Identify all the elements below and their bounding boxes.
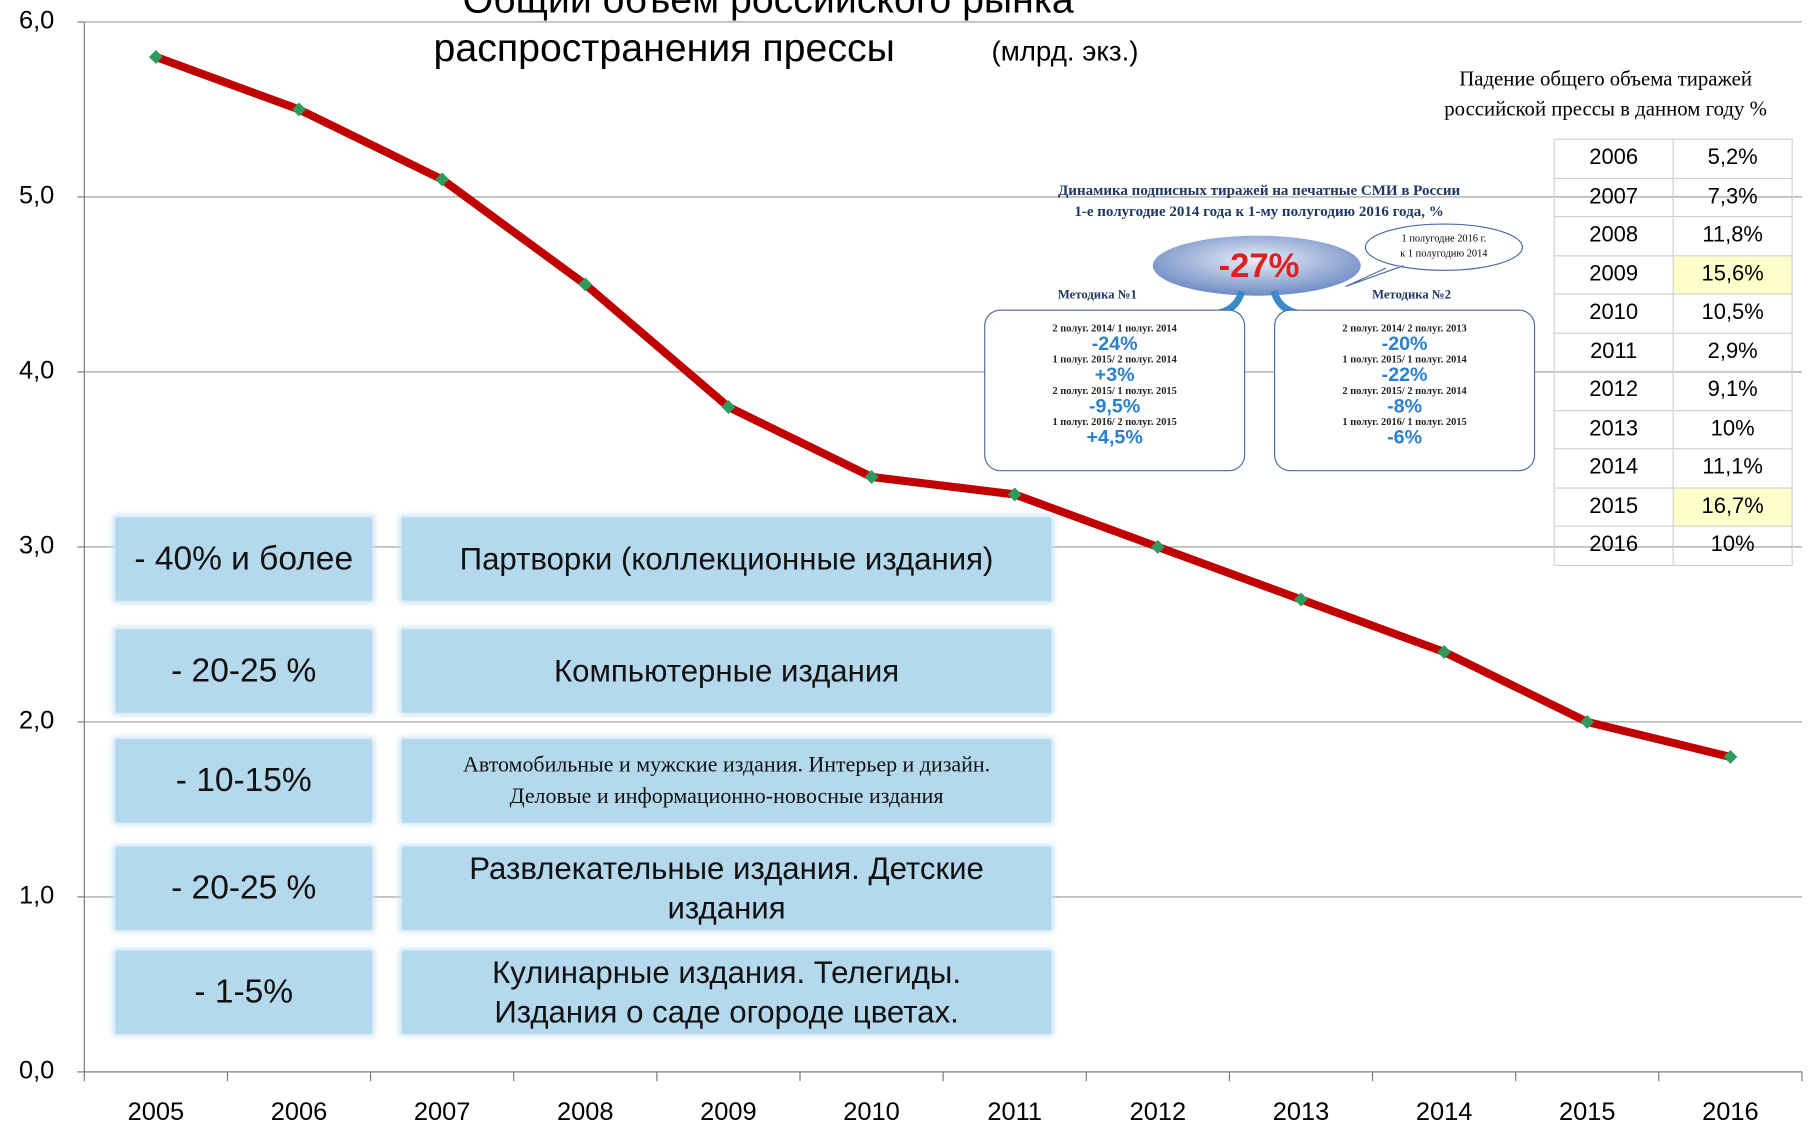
table-cell: 2016 bbox=[1553, 525, 1674, 566]
x-tick-label: 2010 bbox=[843, 1098, 900, 1126]
y-tick-label: 4,0 bbox=[19, 357, 54, 385]
table-row: 2014 11,1% bbox=[1553, 448, 1793, 489]
table-row: 2013 10% bbox=[1553, 409, 1793, 450]
period-value: -24% bbox=[1091, 332, 1138, 355]
x-tick-label: 2016 bbox=[1702, 1098, 1759, 1126]
table-cell: 2015 bbox=[1553, 486, 1674, 527]
table-cell: 2007 bbox=[1553, 177, 1674, 218]
table-cell: 7,3% bbox=[1672, 177, 1793, 218]
label-box: Кулинарные издания. Телегиды. Издания о … bbox=[401, 950, 1052, 1034]
table-row: 2012 9,1% bbox=[1553, 370, 1793, 411]
table-cell: 11,1% bbox=[1672, 448, 1793, 489]
y-tick-label: 5,0 bbox=[19, 182, 54, 210]
x-tick-label: 2006 bbox=[271, 1098, 328, 1126]
x-tick-label: 2009 bbox=[700, 1098, 757, 1126]
y-tick-label: 1,0 bbox=[19, 882, 54, 910]
method-box: 2 полуг. 2014/ 1 полуг. 2014 -24% 1 полуг.… bbox=[984, 309, 1246, 472]
table-cell: 10,5% bbox=[1672, 293, 1793, 334]
x-tick-label: 2005 bbox=[128, 1098, 185, 1126]
label-box: Развлекательные издания. Детские издания bbox=[401, 846, 1052, 930]
table-cell: 10% bbox=[1672, 409, 1793, 450]
period-value: -20% bbox=[1381, 332, 1428, 355]
table-title: Падение общего объема тиражей bbox=[1459, 66, 1752, 91]
table-cell: 11,8% bbox=[1672, 216, 1793, 256]
chart-units: (млрд. экз.) bbox=[991, 35, 1138, 66]
period-value: -8% bbox=[1387, 395, 1423, 417]
chart-title: Общий объем российского рынка bbox=[463, 0, 1074, 22]
label-box: Партворки (коллекционные издания) bbox=[401, 517, 1052, 601]
table-cell: 2009 bbox=[1553, 254, 1674, 295]
table-row: 2007 7,3% bbox=[1553, 177, 1793, 218]
change-box: - 10-15% bbox=[115, 739, 372, 823]
x-tick-label: 2011 bbox=[987, 1098, 1042, 1126]
table-cell: 5,2% bbox=[1672, 138, 1793, 179]
x-tick-label: 2014 bbox=[1416, 1098, 1473, 1126]
y-tick-label: 6,0 bbox=[19, 7, 54, 35]
table-cell: 2012 bbox=[1553, 370, 1674, 411]
y-tick-label: 3,0 bbox=[19, 532, 54, 560]
table-cell: 2014 bbox=[1553, 448, 1674, 489]
period-value: +4,5% bbox=[1086, 426, 1143, 449]
table-cell: 2,9% bbox=[1672, 332, 1793, 372]
label-box: Компьютерные издания bbox=[401, 629, 1052, 713]
table-row: 2016 10% bbox=[1553, 525, 1793, 566]
table-title: российской прессы в данном году % bbox=[1444, 97, 1767, 121]
table-row: 2015 16,7% bbox=[1553, 486, 1793, 527]
x-tick-label: 2012 bbox=[1130, 1098, 1187, 1126]
method-box: 2 полуг. 2014/ 2 полуг. 2013 -20% 1 полуг.… bbox=[1274, 309, 1536, 472]
x-tick-label: 2007 bbox=[414, 1098, 471, 1126]
period-value: -22% bbox=[1381, 363, 1428, 386]
table-cell: 15,6% bbox=[1672, 254, 1793, 295]
table-cell: 2010 bbox=[1553, 293, 1674, 334]
table-cell: 16,7% bbox=[1672, 486, 1793, 527]
x-tick-label: 2015 bbox=[1559, 1098, 1616, 1126]
sub-title: Динамика подписных тиражей на печатные С… bbox=[982, 180, 1536, 222]
decline-table: 2006 5,2% 2007 7,3% 2008 11,8% 2009 15,6% 2010 10… bbox=[1553, 138, 1793, 566]
table-cell: 9,1% bbox=[1672, 370, 1793, 411]
y-tick-label: 2,0 bbox=[19, 707, 54, 735]
y-tick-label: 0,0 bbox=[19, 1057, 54, 1085]
change-box: - 20-25 % bbox=[115, 846, 372, 930]
table-row: 2006 5,2% bbox=[1553, 138, 1793, 179]
period-value: +3% bbox=[1094, 363, 1135, 386]
table-cell: 2006 bbox=[1553, 138, 1674, 179]
table-row: 2009 15,6% bbox=[1553, 254, 1793, 295]
label-box: Автомобильные и мужские издания. Интерье… bbox=[401, 739, 1052, 823]
x-tick-label: 2008 bbox=[557, 1098, 614, 1126]
x-tick-label: 2013 bbox=[1273, 1098, 1330, 1126]
change-box: - 40% и более bbox=[115, 517, 372, 601]
table-row: 2011 2,9% bbox=[1553, 332, 1793, 372]
table-cell: 2013 bbox=[1553, 409, 1674, 450]
sub-title-line: Динамика подписных тиражей на печатные С… bbox=[1057, 181, 1461, 199]
table-cell: 2008 bbox=[1553, 216, 1674, 256]
table-row: 2008 11,8% bbox=[1553, 216, 1793, 256]
chart-title: распространения прессы bbox=[434, 26, 895, 70]
table-row: 2010 10,5% bbox=[1553, 293, 1793, 334]
table-cell: 2011 bbox=[1553, 332, 1674, 372]
change-box: - 1-5% bbox=[115, 950, 372, 1034]
period-value: -9,5% bbox=[1089, 395, 1141, 417]
period-value: -6% bbox=[1387, 426, 1423, 449]
change-box: - 20-25 % bbox=[115, 629, 372, 713]
sub-title-line: 1-е полугодие 2014 года к 1-му полугодию… bbox=[1074, 202, 1444, 220]
table-cell: 10% bbox=[1672, 525, 1793, 566]
